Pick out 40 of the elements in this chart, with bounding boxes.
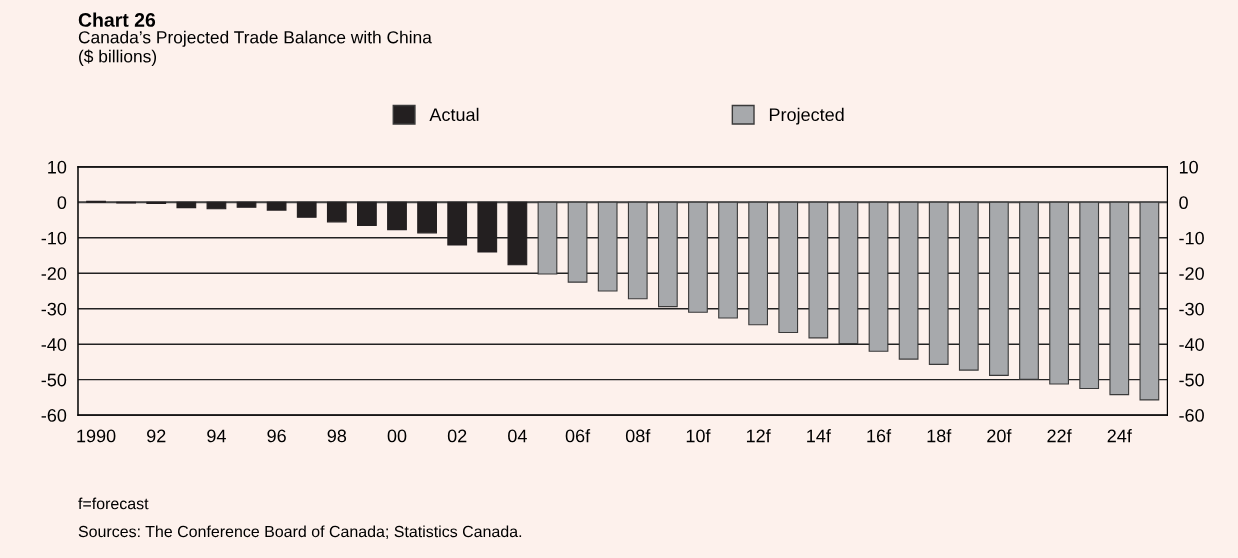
legend-label: Actual [429, 107, 479, 122]
y-tick-label: 0 [57, 196, 67, 210]
x-tick-label: 22f [1047, 429, 1072, 443]
x-tick-label: 12f [746, 429, 771, 443]
x-tick-label: 96 [267, 429, 286, 443]
y2-tick-label: 0 [1179, 196, 1188, 210]
chart-title: Chart 26 [78, 12, 156, 27]
y-tick-label: -60 [41, 409, 67, 422]
x-tick-label: 02 [447, 429, 467, 443]
x-tick-label: 00 [387, 429, 407, 443]
y-tick-label: -40 [41, 338, 67, 351]
y-tick-label: -10 [41, 231, 67, 245]
y-tick-label: -30 [41, 302, 67, 316]
x-tick-label: 06f [565, 429, 591, 443]
x-tick-label: 08f [625, 429, 651, 443]
y2-tick-label: -60 [1179, 409, 1204, 422]
y2-tick-label: -10 [1179, 231, 1204, 245]
x-tick-label: 14f [807, 429, 831, 443]
x-tick-label: 04 [508, 429, 527, 443]
y-tick-label: -20 [41, 267, 67, 280]
x-tick-label: 92 [147, 429, 166, 443]
y-tick-label: -50 [41, 373, 67, 387]
y2-tick-label: -50 [1179, 373, 1204, 387]
y2-tick-label: -20 [1179, 267, 1204, 280]
x-tick-label: 1990 [77, 429, 116, 443]
x-tick-label: 18f [927, 429, 952, 443]
x-tick-label: 16f [867, 429, 892, 443]
y-tick-label: 10 [48, 160, 67, 174]
y2-tick-label: 10 [1179, 160, 1198, 174]
chart-subtitle: Canada’s Projected Trade Balance with China ($ billions) [78, 30, 432, 66]
y2-tick-label: -30 [1179, 302, 1204, 316]
x-tick-label: 20f [987, 429, 1012, 443]
y2-tick-label: -40 [1179, 338, 1204, 351]
x-tick-label: 24f [1107, 429, 1132, 443]
x-tick-label: 98 [327, 429, 347, 443]
x-tick-label: 94 [207, 429, 226, 443]
text: f=forecast [78, 497, 149, 510]
source-note: Sources: The Conference Board of Canada; Statistics Canada. [78, 525, 522, 540]
legend-label: Projected [769, 107, 844, 125]
x-tick-label: 10f [686, 429, 711, 443]
